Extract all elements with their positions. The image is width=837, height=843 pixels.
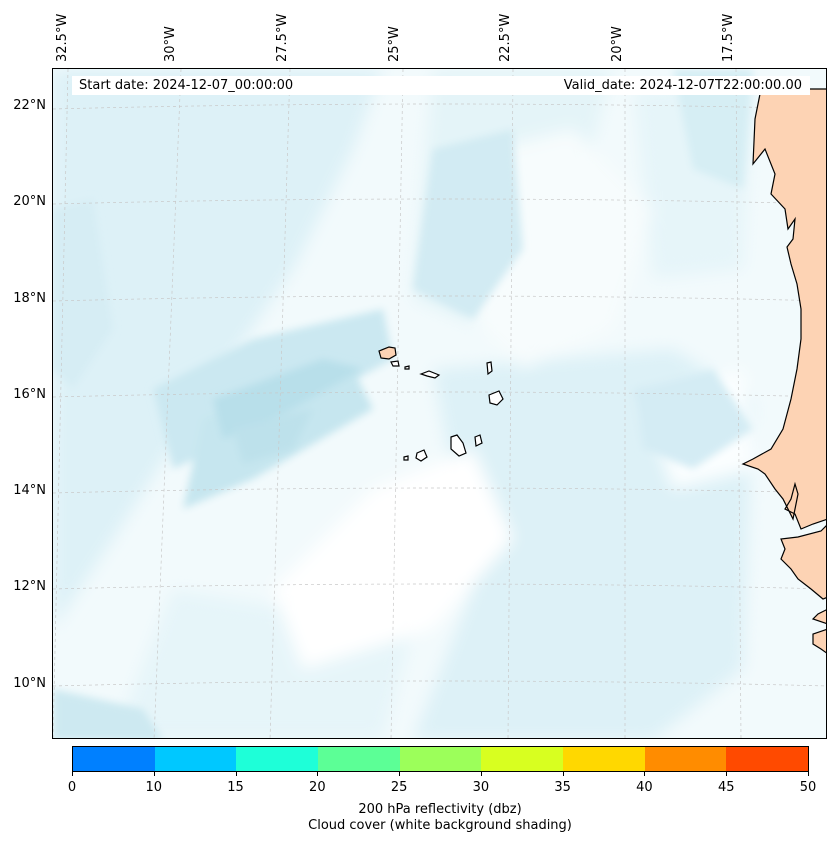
colorbar-segment	[73, 747, 155, 771]
gridlines	[53, 69, 826, 738]
lon-label: 30°W	[163, 26, 178, 62]
colorbar-tick-label: 45	[717, 780, 735, 795]
map-info-bar: Start date: 2024-12-07_00:00:00 Valid_da…	[72, 76, 810, 95]
island-brava	[403, 455, 409, 461]
cape-verde-islands	[378, 346, 504, 462]
lon-label: 17.5°W	[721, 13, 736, 62]
colorbar-segment	[726, 747, 809, 771]
start-date-label: Start date: 2024-12-07_00:00:00	[79, 78, 294, 93]
colorbar-tick	[153, 772, 155, 776]
colorbar-tick-label: 25	[390, 780, 408, 795]
colorbar-tick-label: 40	[636, 780, 653, 795]
island-sal	[486, 361, 493, 376]
colorbar-tick-label: 50	[799, 780, 817, 795]
africa-coast-land	[741, 88, 826, 654]
colorbar-tick-label: 35	[554, 780, 571, 795]
colorbar-tick-label: 0	[67, 780, 77, 795]
colorbar-tick-label: 15	[227, 780, 244, 795]
island-sao-nicolau	[419, 370, 441, 379]
colorbar-tick-label: 20	[309, 780, 326, 795]
colorbar-segment	[399, 747, 482, 771]
colorbar-tick	[235, 772, 237, 776]
lon-label: 20°W	[610, 26, 625, 62]
colorbar-sublabel: Cloud cover (white background shading)	[308, 818, 572, 833]
colorbar-segment	[154, 747, 237, 771]
colorbar-segment	[644, 747, 727, 771]
colorbar-tick	[317, 772, 319, 776]
lat-label: 22°N	[13, 98, 46, 113]
island-santa-luzia	[404, 365, 410, 370]
island-fogo	[415, 449, 428, 462]
lon-label: 25°W	[387, 26, 402, 62]
island-sao-vicente	[390, 360, 400, 367]
map-panel[interactable]	[52, 68, 827, 739]
island-santo-antao	[378, 346, 397, 360]
colorbar-segment	[481, 747, 564, 771]
cloud-cover-layer	[53, 69, 826, 738]
colorbar-tick	[726, 772, 728, 776]
lat-label: 16°N	[13, 387, 46, 402]
lon-label: 27.5°W	[275, 13, 290, 62]
lon-label: 32.5°W	[55, 13, 70, 62]
colorbar-label: 200 hPa reflectivity (dbz)	[358, 802, 522, 817]
colorbar-tick	[399, 772, 401, 776]
island-maio	[474, 434, 483, 447]
lat-label: 20°N	[13, 194, 46, 209]
lon-label: 22.5°W	[498, 13, 513, 62]
colorbar-tick	[562, 772, 564, 776]
lat-label: 18°N	[13, 291, 46, 306]
colorbar-segment	[318, 747, 400, 771]
colorbar-tick	[808, 772, 809, 776]
lat-label: 14°N	[13, 483, 46, 498]
island-boa-vista	[488, 390, 504, 406]
lat-label: 10°N	[13, 676, 46, 691]
island-santiago	[450, 434, 467, 457]
lat-label: 12°N	[13, 579, 46, 594]
colorbar-tick	[644, 772, 646, 776]
valid-date-label: Valid_date: 2024-12-07T22:00:00.00	[563, 78, 802, 93]
colorbar-segment	[563, 747, 645, 771]
colorbar-segment	[236, 747, 319, 771]
colorbar-tick-label: 30	[472, 780, 490, 795]
cloud-dark	[213, 359, 363, 464]
colorbar-tick	[480, 772, 482, 776]
cloud-light	[53, 69, 753, 738]
colorbar	[72, 746, 809, 772]
colorbar-tick	[72, 772, 73, 776]
colorbar-tick-label: 10	[145, 780, 163, 795]
map-canvas[interactable]	[53, 69, 827, 739]
